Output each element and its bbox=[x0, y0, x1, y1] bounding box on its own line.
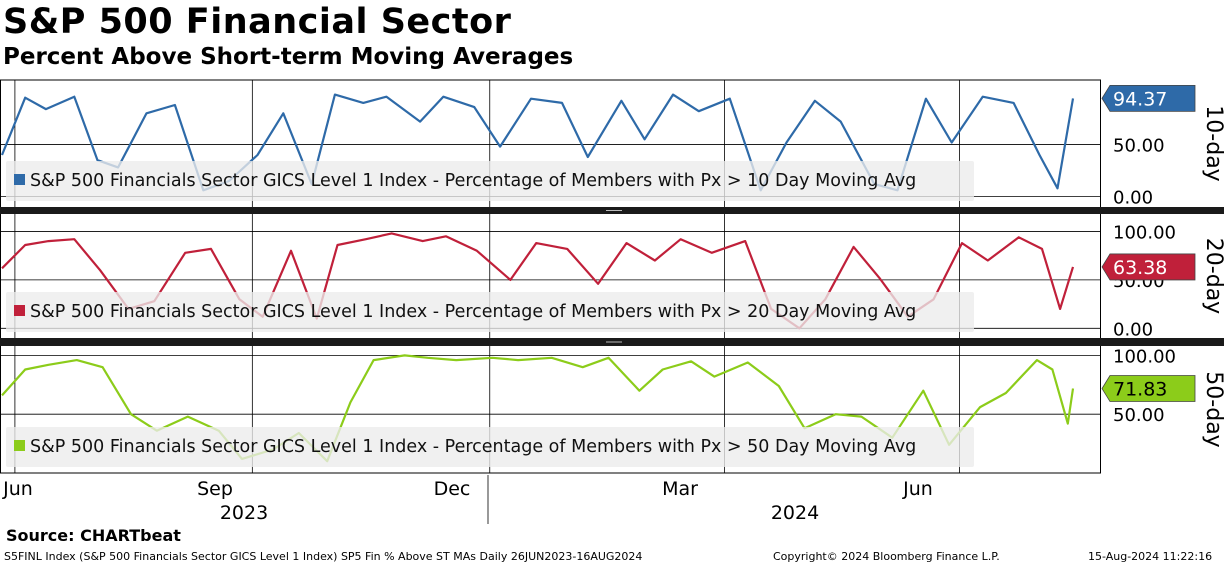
panel-label: 10-day bbox=[1201, 105, 1224, 181]
last-value-tag bbox=[1101, 375, 1196, 402]
last-value-tag bbox=[1101, 84, 1196, 112]
legend-label: S&P 500 Financials Sector GICS Level 1 I… bbox=[30, 437, 916, 457]
series-line bbox=[0, 93, 1075, 192]
panel-20-day: S&P 500 Financials Sector GICS Level 1 I… bbox=[0, 214, 1224, 340]
x-tick-label: Sep bbox=[197, 478, 233, 500]
legend-box bbox=[6, 292, 974, 332]
last-value-tag bbox=[1101, 253, 1196, 281]
y-tick-label: 50.00 bbox=[1113, 136, 1165, 157]
y-tick-label: 50.00 bbox=[1113, 405, 1165, 426]
footer-description: S5FINL Index (S&P 500 Financials Sector … bbox=[4, 550, 643, 563]
x-year-label: 2024 bbox=[771, 502, 819, 524]
series-line bbox=[1, 354, 1075, 463]
last-value-label: 71.83 bbox=[1113, 379, 1167, 401]
panel-50-day: S&P 500 Financials Sector GICS Level 1 I… bbox=[0, 346, 1224, 473]
x-tick-label: Dec bbox=[434, 478, 471, 500]
y-tick-label: 100.00 bbox=[1113, 222, 1176, 243]
footer-timestamp: 15-Aug-2024 11:22:16 bbox=[1088, 550, 1213, 563]
legend-swatch bbox=[14, 174, 25, 185]
legend-box bbox=[6, 427, 974, 467]
y-tick-label: 100.00 bbox=[1113, 346, 1176, 367]
plot-frame bbox=[0, 79, 1101, 474]
footer-copyright: Copyright© 2024 Bloomberg Finance L.P. bbox=[773, 550, 1000, 563]
last-value-label: 63.38 bbox=[1113, 257, 1167, 279]
last-value-label: 94.37 bbox=[1113, 88, 1167, 110]
x-tick-label: Jun bbox=[902, 478, 933, 500]
legend-label: S&P 500 Financials Sector GICS Level 1 I… bbox=[30, 171, 916, 191]
source-label: Source: CHARTbeat bbox=[6, 526, 181, 545]
legend-swatch bbox=[14, 305, 25, 316]
panel-10-day: S&P 500 Financials Sector GICS Level 1 I… bbox=[0, 80, 1224, 209]
x-tick-label: Mar bbox=[662, 478, 698, 500]
chart-title: S&P 500 Financial Sector bbox=[3, 2, 512, 42]
x-tick-label: Jun bbox=[2, 478, 33, 500]
legend-label: S&P 500 Financials Sector GICS Level 1 I… bbox=[30, 302, 916, 322]
panel-label: 50-day bbox=[1201, 371, 1224, 447]
y-tick-label: 0.00 bbox=[1113, 319, 1153, 340]
legend-box bbox=[6, 161, 974, 201]
legend-swatch bbox=[14, 440, 25, 451]
y-tick-label: 0.00 bbox=[1113, 188, 1153, 209]
chart-subtitle: Percent Above Short-term Moving Averages bbox=[3, 44, 574, 70]
x-year-label: 2023 bbox=[220, 502, 268, 524]
panel-label: 20-day bbox=[1201, 238, 1224, 314]
